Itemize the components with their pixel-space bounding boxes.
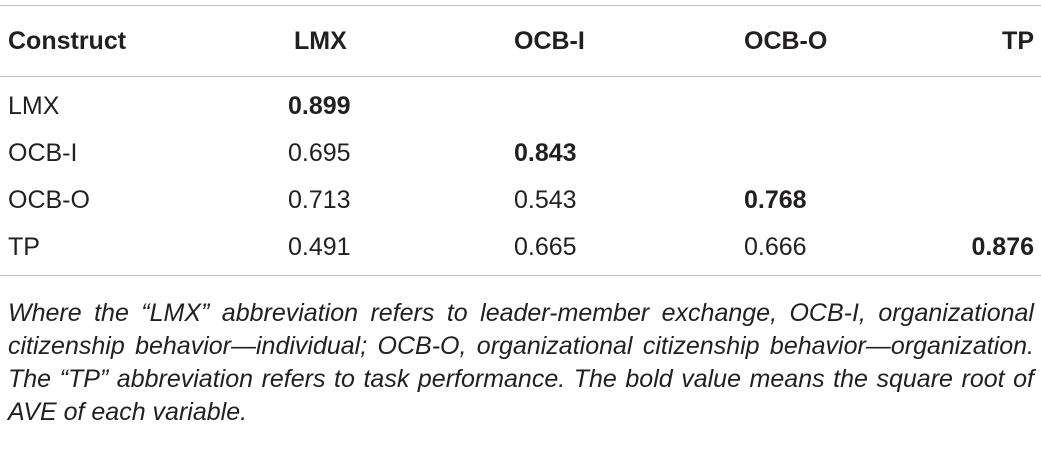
table-cell xyxy=(964,177,1041,224)
table-cell: 0.899 xyxy=(288,92,351,120)
table-footnote: Where the “LMX” abbreviation refers to l… xyxy=(8,299,1034,426)
table-cell xyxy=(744,77,964,131)
table-cell xyxy=(964,130,1041,177)
row-label: LMX xyxy=(8,92,60,120)
table-row: OCB-O 0.713 0.543 0.768 xyxy=(0,177,1041,224)
row-label: OCB-O xyxy=(8,186,90,214)
table-row: OCB-I 0.695 0.843 xyxy=(0,130,1041,177)
header-construct: Construct xyxy=(8,26,127,55)
table-cell: 0.713 xyxy=(288,186,351,214)
table-cell: 0.665 xyxy=(514,233,577,261)
correlation-table: Construct LMX OCB-I OCB-O TP LMX 0.899 O… xyxy=(0,5,1041,276)
table-cell: 0.666 xyxy=(744,233,807,261)
row-label: TP xyxy=(8,233,40,261)
table-header: Construct LMX OCB-I OCB-O TP xyxy=(0,5,1041,77)
header-ocb-i: OCB-I xyxy=(514,26,585,55)
header-tp: TP xyxy=(1002,26,1034,55)
header-lmx: LMX xyxy=(294,26,347,55)
header-row: Construct LMX OCB-I OCB-O TP xyxy=(0,5,1041,77)
table-cell: 0.768 xyxy=(744,186,807,214)
header-ocb-o: OCB-O xyxy=(744,26,828,55)
table-cell: 0.843 xyxy=(514,139,577,167)
table-body: LMX 0.899 OCB-I 0.695 0.843 OCB-O 0.713 … xyxy=(0,77,1041,276)
table-cell xyxy=(514,77,744,131)
table-cell: 0.695 xyxy=(288,139,351,167)
table-cell: 0.543 xyxy=(514,186,577,214)
table-row: LMX 0.899 xyxy=(0,77,1041,131)
table-row: TP 0.491 0.665 0.666 0.876 xyxy=(0,224,1041,276)
row-label: OCB-I xyxy=(8,139,78,167)
table-cell xyxy=(744,130,964,177)
table-cell xyxy=(964,77,1041,131)
table-cell: 0.876 xyxy=(971,233,1034,261)
table-cell: 0.491 xyxy=(288,233,351,261)
